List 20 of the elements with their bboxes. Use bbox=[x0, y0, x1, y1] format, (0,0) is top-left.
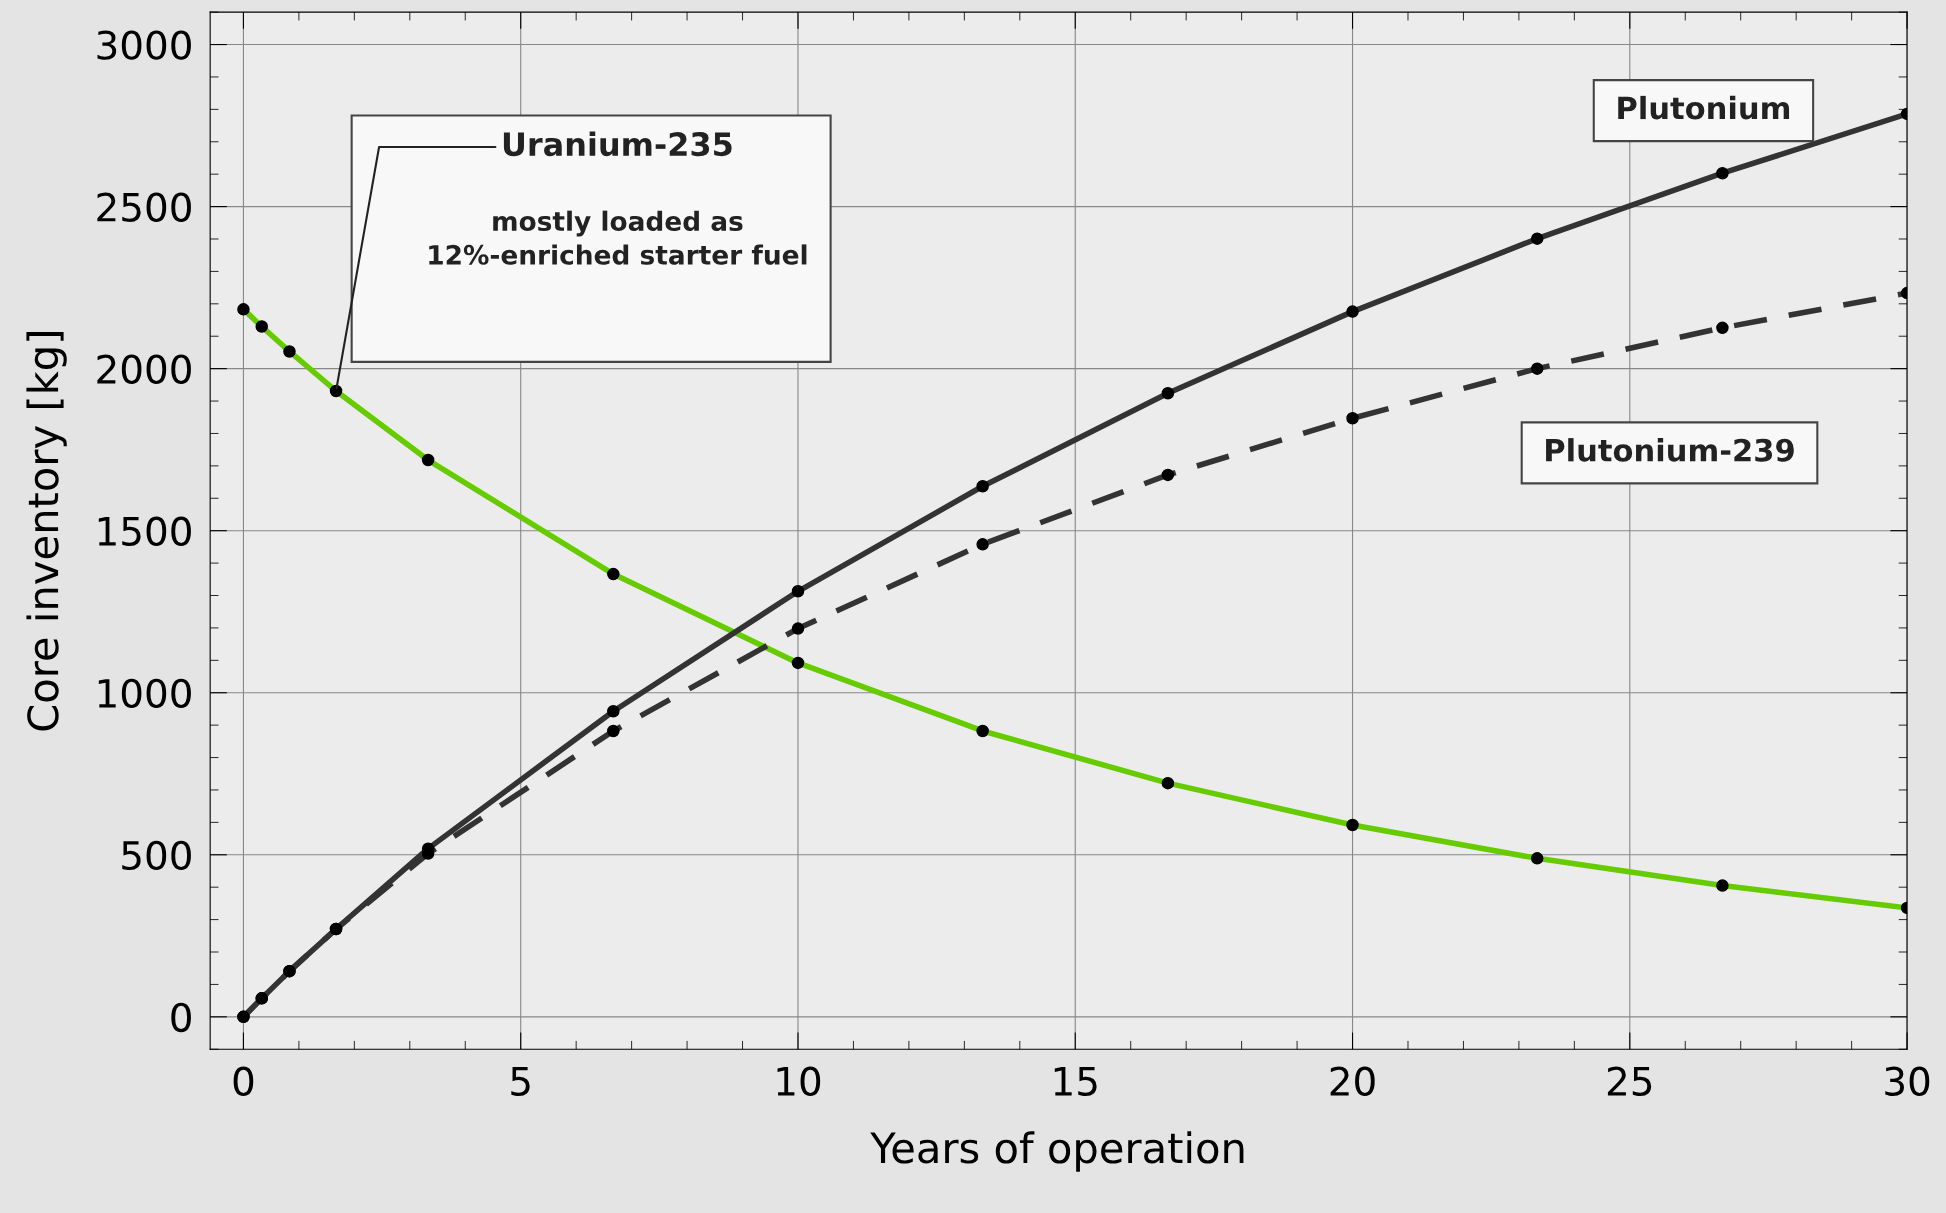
annotation: mostly loaded as 12%-enriched starter fuel bbox=[429, 210, 807, 265]
text: Plutonium-239 bbox=[1546, 438, 1794, 462]
y-tick-label: 1000 bbox=[98, 678, 191, 709]
x-tick-label: 25 bbox=[1607, 1066, 1652, 1097]
series-label: Plutonium bbox=[1618, 95, 1790, 120]
text: Uranium-235 bbox=[503, 131, 732, 157]
x-tick-label: 15 bbox=[1054, 1067, 1097, 1097]
y-axis-title: Core inventory [kg] bbox=[26, 332, 67, 731]
x-tick-label: 20 bbox=[1330, 1066, 1375, 1097]
x-axis-title: Years of operation bbox=[870, 1131, 1244, 1172]
y-tick-label: 500 bbox=[122, 840, 191, 871]
y-tick-label: 2500 bbox=[97, 192, 191, 222]
x-tick-label: 5 bbox=[511, 1067, 530, 1097]
y-tick-label: 1500 bbox=[98, 516, 191, 547]
x-tick-label: 30 bbox=[1885, 1066, 1930, 1097]
y-tick-label: 2000 bbox=[97, 354, 191, 384]
y-tick-label: 3000 bbox=[97, 30, 191, 60]
x-tick-label: 0 bbox=[233, 1066, 254, 1097]
y-tick-label: 0 bbox=[171, 1002, 191, 1033]
x-tick-label: 10 bbox=[777, 1066, 821, 1097]
